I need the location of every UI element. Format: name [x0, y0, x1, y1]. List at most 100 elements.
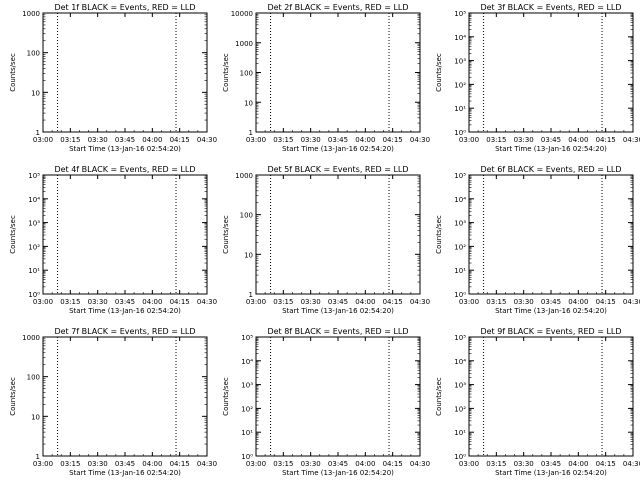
x-tick-label: 03:30 — [301, 298, 321, 306]
y-tick-label: 10² — [454, 81, 466, 89]
x-axis-label: Start Time (13-Jan-16 02:54:20) — [69, 307, 181, 315]
x-tick-label: 04:30 — [197, 460, 217, 468]
x-tick-label: 03:15 — [273, 298, 293, 306]
panel-1: Det 1f BLACK = Events, RED = LLD Counts/s… — [9, 3, 217, 153]
y-tick-label: 10 — [244, 99, 253, 107]
y-tick-label: 100 — [27, 374, 40, 382]
y-tick-label: 10⁵ — [454, 10, 466, 18]
panel-title: Det 6f BLACK = Events, RED = LLD — [480, 165, 621, 174]
x-tick-label: 03:00 — [459, 136, 479, 144]
x-tick-label: 03:30 — [514, 298, 534, 306]
x-tick-label: 03:30 — [88, 136, 108, 144]
y-tick-label: 100 — [240, 70, 253, 78]
x-tick-label: 04:30 — [410, 136, 430, 144]
panel-title: Det 3f BLACK = Events, RED = LLD — [480, 3, 621, 12]
plot-frame — [255, 12, 421, 133]
x-tick-label: 03:15 — [60, 460, 80, 468]
x-tick-label: 04:30 — [197, 136, 217, 144]
x-tick-label: 03:45 — [328, 298, 348, 306]
panel-title: Det 9f BLACK = Events, RED = LLD — [480, 327, 621, 336]
x-tick-label: 03:30 — [88, 298, 108, 306]
x-tick-label: 03:00 — [246, 460, 266, 468]
x-tick-label: 04:15 — [383, 298, 403, 306]
y-tick-label: 10⁴ — [241, 358, 253, 366]
x-tick-label: 04:15 — [596, 136, 616, 144]
x-axis-label: Start Time (13-Jan-16 02:54:20) — [495, 469, 607, 477]
x-tick-label: 04:30 — [623, 136, 640, 144]
x-tick-label: 03:00 — [246, 298, 266, 306]
y-axis-label: Counts/sec — [222, 377, 230, 416]
y-axis-label: Counts/sec — [9, 53, 17, 92]
y-tick-label: 1 — [249, 129, 253, 137]
x-tick-label: 04:00 — [568, 460, 588, 468]
x-tick-label: 03:45 — [541, 298, 561, 306]
y-tick-label: 10⁵ — [241, 334, 253, 342]
x-axis-label: Start Time (13-Jan-16 02:54:20) — [282, 469, 394, 477]
plot-frame — [255, 174, 421, 295]
x-tick-label: 04:15 — [170, 136, 190, 144]
y-tick-label: 10⁴ — [28, 196, 40, 204]
y-tick-label: 10000 — [231, 10, 253, 18]
y-tick-label: 10² — [28, 243, 40, 251]
panel-title: Det 1f BLACK = Events, RED = LLD — [54, 3, 195, 12]
y-tick-label: 10² — [454, 405, 466, 413]
y-tick-label: 10³ — [241, 382, 253, 390]
y-tick-label: 10⁰ — [28, 291, 40, 299]
plot-frame — [468, 12, 634, 133]
x-tick-label: 04:00 — [568, 298, 588, 306]
y-tick-label: 10⁵ — [454, 334, 466, 342]
y-tick-label: 10⁰ — [241, 453, 253, 461]
y-tick-label: 10⁰ — [454, 453, 466, 461]
y-tick-label: 100 — [27, 50, 40, 58]
y-tick-label: 10⁴ — [454, 358, 466, 366]
y-tick-label: 10¹ — [28, 267, 40, 275]
x-tick-label: 04:30 — [410, 460, 430, 468]
x-tick-label: 03:45 — [115, 298, 135, 306]
x-tick-label: 03:15 — [60, 136, 80, 144]
x-tick-label: 03:00 — [246, 136, 266, 144]
y-axis-label: Counts/sec — [9, 215, 17, 254]
x-tick-label: 03:00 — [33, 460, 53, 468]
y-tick-label: 10² — [454, 243, 466, 251]
x-tick-label: 03:15 — [273, 460, 293, 468]
x-axis-label: Start Time (13-Jan-16 02:54:20) — [495, 307, 607, 315]
x-tick-label: 04:15 — [383, 460, 403, 468]
y-tick-label: 10⁴ — [454, 34, 466, 42]
x-axis-label: Start Time (13-Jan-16 02:54:20) — [282, 145, 394, 153]
y-tick-label: 10¹ — [454, 105, 466, 113]
y-tick-label: 10⁰ — [454, 129, 466, 137]
y-axis-label: Counts/sec — [435, 215, 443, 254]
y-tick-label: 1 — [249, 291, 253, 299]
y-tick-label: 10³ — [454, 382, 466, 390]
x-tick-label: 04:15 — [596, 460, 616, 468]
x-axis-label: Start Time (13-Jan-16 02:54:20) — [69, 469, 181, 477]
x-tick-label: 04:00 — [355, 298, 375, 306]
x-tick-label: 04:15 — [383, 136, 403, 144]
panel-6: Det 6f BLACK = Events, RED = LLD Counts/s… — [435, 165, 640, 315]
x-tick-label: 03:00 — [33, 298, 53, 306]
x-tick-label: 04:15 — [596, 298, 616, 306]
y-tick-label: 10⁰ — [454, 291, 466, 299]
y-axis-label: Counts/sec — [435, 53, 443, 92]
x-tick-label: 03:30 — [514, 460, 534, 468]
x-tick-label: 03:00 — [459, 460, 479, 468]
x-tick-label: 03:45 — [541, 460, 561, 468]
y-tick-label: 10³ — [454, 58, 466, 66]
y-tick-label: 1 — [36, 129, 40, 137]
x-tick-label: 03:00 — [459, 298, 479, 306]
y-tick-label: 10 — [31, 413, 40, 421]
panel-5: Det 5f BLACK = Events, RED = LLD Counts/s… — [222, 165, 430, 315]
y-axis-label: Counts/sec — [222, 215, 230, 254]
x-tick-label: 04:00 — [142, 298, 162, 306]
x-tick-label: 04:00 — [355, 460, 375, 468]
x-tick-label: 03:15 — [60, 298, 80, 306]
panel-2: Det 2f BLACK = Events, RED = LLD Counts/s… — [222, 3, 430, 153]
x-axis-label: Start Time (13-Jan-16 02:54:20) — [495, 145, 607, 153]
panel-title: Det 4f BLACK = Events, RED = LLD — [54, 165, 195, 174]
panel-title: Det 2f BLACK = Events, RED = LLD — [267, 3, 408, 12]
y-tick-label: 1000 — [235, 40, 253, 48]
x-axis-label: Start Time (13-Jan-16 02:54:20) — [69, 145, 181, 153]
y-tick-label: 10⁵ — [454, 172, 466, 180]
x-tick-label: 04:15 — [170, 298, 190, 306]
